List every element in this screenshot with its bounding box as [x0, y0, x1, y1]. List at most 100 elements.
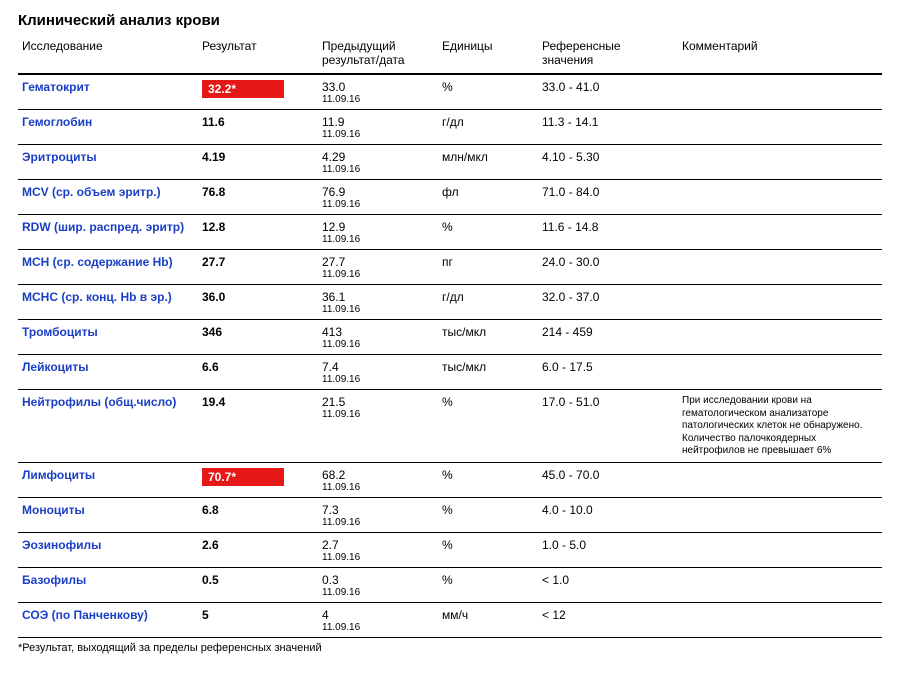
prev-cell: 76.911.09.16: [318, 180, 438, 215]
table-row: Гематокрит32.2*33.011.09.16%33.0 - 41.0: [18, 74, 882, 110]
units-cell: %: [438, 74, 538, 110]
units-cell: %: [438, 567, 538, 602]
ref-cell: 4.0 - 10.0: [538, 497, 678, 532]
comment-cell: [678, 497, 882, 532]
prev-value: 2.7: [322, 538, 432, 552]
units-cell: млн/мкл: [438, 145, 538, 180]
comment-cell: [678, 180, 882, 215]
table-row: Нейтрофилы (общ.число)19.421.511.09.16%1…: [18, 390, 882, 463]
col-result: Результат: [198, 35, 318, 74]
test-name[interactable]: MCH (ср. содержание Hb): [18, 250, 198, 285]
comment-cell: [678, 285, 882, 320]
result-cell: 4.19: [198, 145, 318, 180]
result-cell: 27.7: [198, 250, 318, 285]
ref-cell: < 1.0: [538, 567, 678, 602]
ref-cell: 4.10 - 5.30: [538, 145, 678, 180]
comment-cell: [678, 462, 882, 497]
prev-cell: 411.09.16: [318, 602, 438, 637]
test-name[interactable]: Лимфоциты: [18, 462, 198, 497]
prev-value: 0.3: [322, 573, 432, 587]
col-units: Единицы: [438, 35, 538, 74]
prev-value: 4: [322, 608, 432, 622]
ref-cell: 17.0 - 51.0: [538, 390, 678, 463]
units-cell: мм/ч: [438, 602, 538, 637]
test-name[interactable]: СОЭ (по Панченкову): [18, 602, 198, 637]
col-test: Исследование: [18, 35, 198, 74]
ref-cell: 24.0 - 30.0: [538, 250, 678, 285]
table-row: Лимфоциты70.7*68.211.09.16%45.0 - 70.0: [18, 462, 882, 497]
result-cell: 0.5: [198, 567, 318, 602]
prev-date: 11.09.16: [322, 409, 432, 420]
result-cell: 19.4: [198, 390, 318, 463]
test-name[interactable]: Моноциты: [18, 497, 198, 532]
result-value: 0.5: [202, 573, 219, 587]
comment-cell: [678, 215, 882, 250]
units-cell: тыс/мкл: [438, 320, 538, 355]
test-name[interactable]: Эозинофилы: [18, 532, 198, 567]
comment-cell: [678, 355, 882, 390]
prev-date: 11.09.16: [322, 517, 432, 528]
result-cell: 12.8: [198, 215, 318, 250]
prev-value: 7.4: [322, 360, 432, 374]
test-name[interactable]: Нейтрофилы (общ.число): [18, 390, 198, 463]
units-cell: %: [438, 462, 538, 497]
ref-cell: 1.0 - 5.0: [538, 532, 678, 567]
ref-cell: 32.0 - 37.0: [538, 285, 678, 320]
prev-cell: 2.711.09.16: [318, 532, 438, 567]
units-cell: %: [438, 532, 538, 567]
test-name[interactable]: RDW (шир. распред. эритр): [18, 215, 198, 250]
result-cell: 70.7*: [198, 462, 318, 497]
test-name[interactable]: Базофилы: [18, 567, 198, 602]
col-comment: Комментарий: [678, 35, 882, 74]
result-cell: 5: [198, 602, 318, 637]
col-prev: Предыдущий результат/дата: [318, 35, 438, 74]
prev-cell: 7.411.09.16: [318, 355, 438, 390]
units-cell: фл: [438, 180, 538, 215]
test-name[interactable]: Эритроциты: [18, 145, 198, 180]
ref-cell: 6.0 - 17.5: [538, 355, 678, 390]
prev-date: 11.09.16: [322, 622, 432, 633]
table-row: MCV (ср. объем эритр.)76.876.911.09.16фл…: [18, 180, 882, 215]
prev-cell: 21.511.09.16: [318, 390, 438, 463]
prev-value: 413: [322, 325, 432, 339]
result-value: 36.0: [202, 290, 225, 304]
prev-date: 11.09.16: [322, 269, 432, 280]
result-value: 5: [202, 608, 209, 622]
comment-cell: [678, 145, 882, 180]
table-row: Тромбоциты34641311.09.16тыс/мкл214 - 459: [18, 320, 882, 355]
test-name[interactable]: MCV (ср. объем эритр.): [18, 180, 198, 215]
test-name[interactable]: Тромбоциты: [18, 320, 198, 355]
comment-cell: [678, 567, 882, 602]
units-cell: тыс/мкл: [438, 355, 538, 390]
prev-date: 11.09.16: [322, 199, 432, 210]
prev-date: 11.09.16: [322, 552, 432, 563]
comment-cell: [678, 250, 882, 285]
prev-value: 4.29: [322, 150, 432, 164]
units-cell: %: [438, 497, 538, 532]
units-cell: г/дл: [438, 285, 538, 320]
result-cell: 6.8: [198, 497, 318, 532]
test-name[interactable]: Гематокрит: [18, 74, 198, 110]
ref-cell: 45.0 - 70.0: [538, 462, 678, 497]
prev-date: 11.09.16: [322, 94, 432, 105]
ref-cell: < 12: [538, 602, 678, 637]
prev-cell: 12.911.09.16: [318, 215, 438, 250]
result-value: 6.8: [202, 503, 219, 517]
table-row: Базофилы 0.5 0.311.09.16%< 1.0: [18, 567, 882, 602]
prev-date: 11.09.16: [322, 304, 432, 315]
prev-value: 36.1: [322, 290, 432, 304]
test-name[interactable]: MCHC (ср. конц. Hb в эр.): [18, 285, 198, 320]
results-table: Исследование Результат Предыдущий резуль…: [18, 35, 882, 638]
result-value: 27.7: [202, 255, 225, 269]
comment-cell: [678, 74, 882, 110]
ref-cell: 71.0 - 84.0: [538, 180, 678, 215]
table-header-row: Исследование Результат Предыдущий резуль…: [18, 35, 882, 74]
prev-value: 7.3: [322, 503, 432, 517]
result-value: 12.8: [202, 220, 225, 234]
prev-date: 11.09.16: [322, 587, 432, 598]
test-name[interactable]: Лейкоциты: [18, 355, 198, 390]
test-name[interactable]: Гемоглобин: [18, 110, 198, 145]
result-value: 11.6: [202, 115, 225, 129]
units-cell: пг: [438, 250, 538, 285]
table-row: Эозинофилы2.62.711.09.16%1.0 - 5.0: [18, 532, 882, 567]
